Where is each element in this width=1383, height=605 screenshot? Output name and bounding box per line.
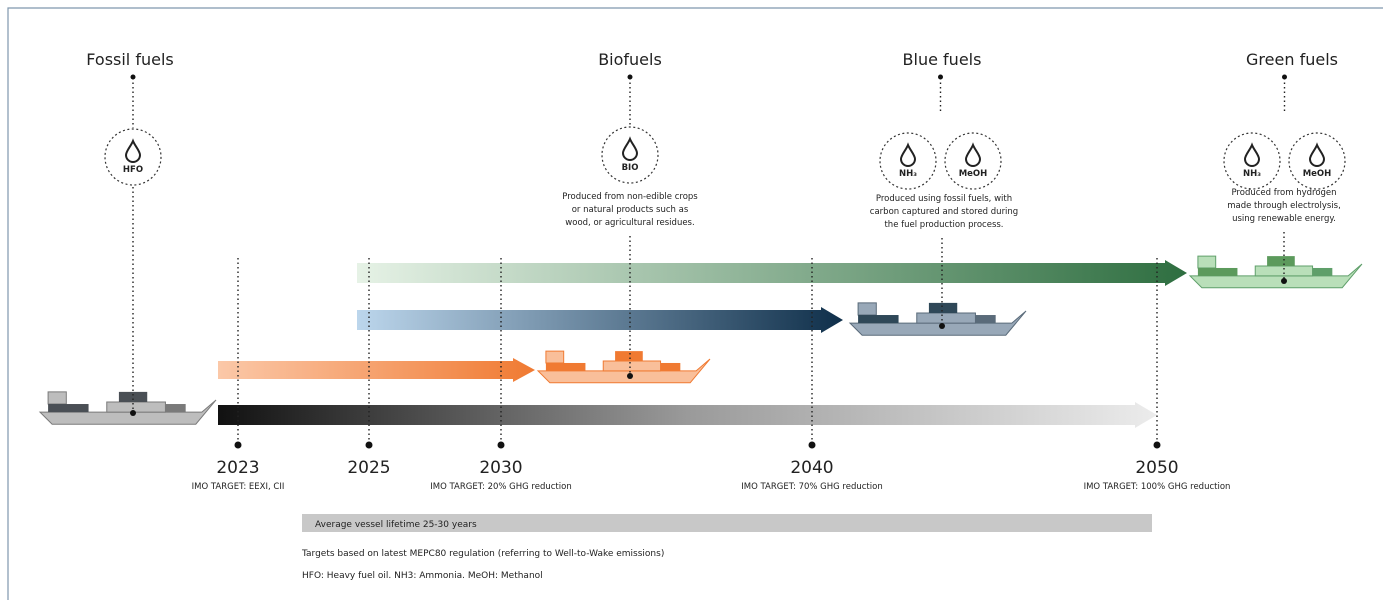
ship-deck (119, 392, 147, 402)
ship-deck (615, 351, 643, 361)
fuel-description: Produced using fossil fuels, with (876, 194, 1012, 204)
target-label: IMO TARGET: 20% GHG reduction (430, 482, 571, 492)
ship-deck (165, 404, 185, 412)
year-label: 2040 (790, 458, 833, 478)
fuel-title: Green fuels (1246, 50, 1338, 69)
ship (40, 392, 216, 424)
connector-dot (131, 75, 136, 80)
target-label: IMO TARGET: 70% GHG reduction (741, 482, 882, 492)
fuel-icon (880, 133, 936, 189)
ship-deck (929, 303, 957, 313)
fuel-description: using renewable energy. (1232, 214, 1336, 224)
arrow (357, 260, 1187, 286)
icon-label: MeOH (1303, 169, 1332, 179)
ship-deck (107, 402, 166, 412)
fuel-description: Produced from hydrogen (1231, 188, 1336, 198)
icon-label: MeOH (959, 169, 988, 179)
footnote: Targets based on latest MEPC80 regulatio… (301, 549, 664, 559)
ship-deck (48, 404, 88, 412)
ship-deck (858, 303, 876, 315)
ship-deck (1198, 268, 1238, 276)
connector-dot (130, 410, 136, 416)
ship-deck (1267, 256, 1295, 266)
fuel-title: Fossil fuels (86, 50, 173, 69)
connector-dot (1282, 75, 1287, 80)
year-dot (809, 442, 816, 449)
arrow (218, 402, 1157, 428)
year-dot (235, 442, 242, 449)
target-label: IMO TARGET: EEXI, CII (192, 482, 285, 492)
connector-dot (938, 75, 943, 80)
fuel-icon (105, 129, 161, 185)
fuel-description: carbon captured and stored during (870, 207, 1018, 217)
fuel-description: or natural products such as (572, 205, 689, 215)
ship (538, 351, 710, 383)
fuel-icon (1224, 133, 1280, 189)
fuel-title: Biofuels (598, 50, 662, 69)
ship-deck (1198, 256, 1216, 268)
connector-dot (1281, 278, 1287, 284)
ship-deck (546, 363, 586, 371)
icon-label: NH₃ (899, 169, 917, 179)
fuel-description: Produced from non-edible crops (562, 192, 698, 202)
year-dot (498, 442, 505, 449)
frame (8, 8, 1383, 600)
fuel-description: the fuel production process. (884, 220, 1003, 230)
ship-deck (603, 361, 660, 371)
icon-label: HFO (123, 165, 143, 175)
ship-deck (48, 392, 66, 404)
ship-deck (917, 313, 976, 323)
connector-dot (628, 75, 633, 80)
year-label: 2023 (216, 458, 259, 478)
ship-deck (546, 351, 564, 363)
ship-deck (661, 363, 681, 371)
connector-dot (627, 373, 633, 379)
ship (1190, 256, 1362, 288)
year-label: 2025 (347, 458, 390, 478)
diagram: Average vessel lifetime 25-30 years Targ… (0, 0, 1383, 601)
fuel-icon (945, 133, 1001, 189)
year-label: 2030 (479, 458, 522, 478)
arrow (218, 358, 535, 382)
year-label: 2050 (1135, 458, 1178, 478)
fuel-icon (602, 127, 658, 183)
ship-deck (1313, 268, 1333, 276)
fuel-description: wood, or agricultural residues. (565, 218, 694, 228)
fuel-description: made through electrolysis, (1227, 201, 1341, 211)
ship-deck (1255, 266, 1312, 276)
arrow (357, 307, 843, 333)
fuel-icon (1289, 133, 1345, 189)
connector-dot (939, 323, 945, 329)
icon-label: BIO (622, 163, 639, 173)
ship-deck (975, 315, 995, 323)
target-label: IMO TARGET: 100% GHG reduction (1084, 482, 1231, 492)
fuel-title: Blue fuels (903, 50, 982, 69)
ship (850, 303, 1026, 335)
footnote: HFO: Heavy fuel oil. NH3: Ammonia. MeOH:… (302, 571, 543, 581)
icon-label: NH₃ (1243, 169, 1261, 179)
year-dot (1154, 442, 1161, 449)
page: Average vessel lifetime 25-30 years Targ… (0, 0, 1383, 601)
year-dot (366, 442, 373, 449)
lifetime-label: Average vessel lifetime 25-30 years (315, 520, 477, 530)
ship-deck (858, 315, 898, 323)
